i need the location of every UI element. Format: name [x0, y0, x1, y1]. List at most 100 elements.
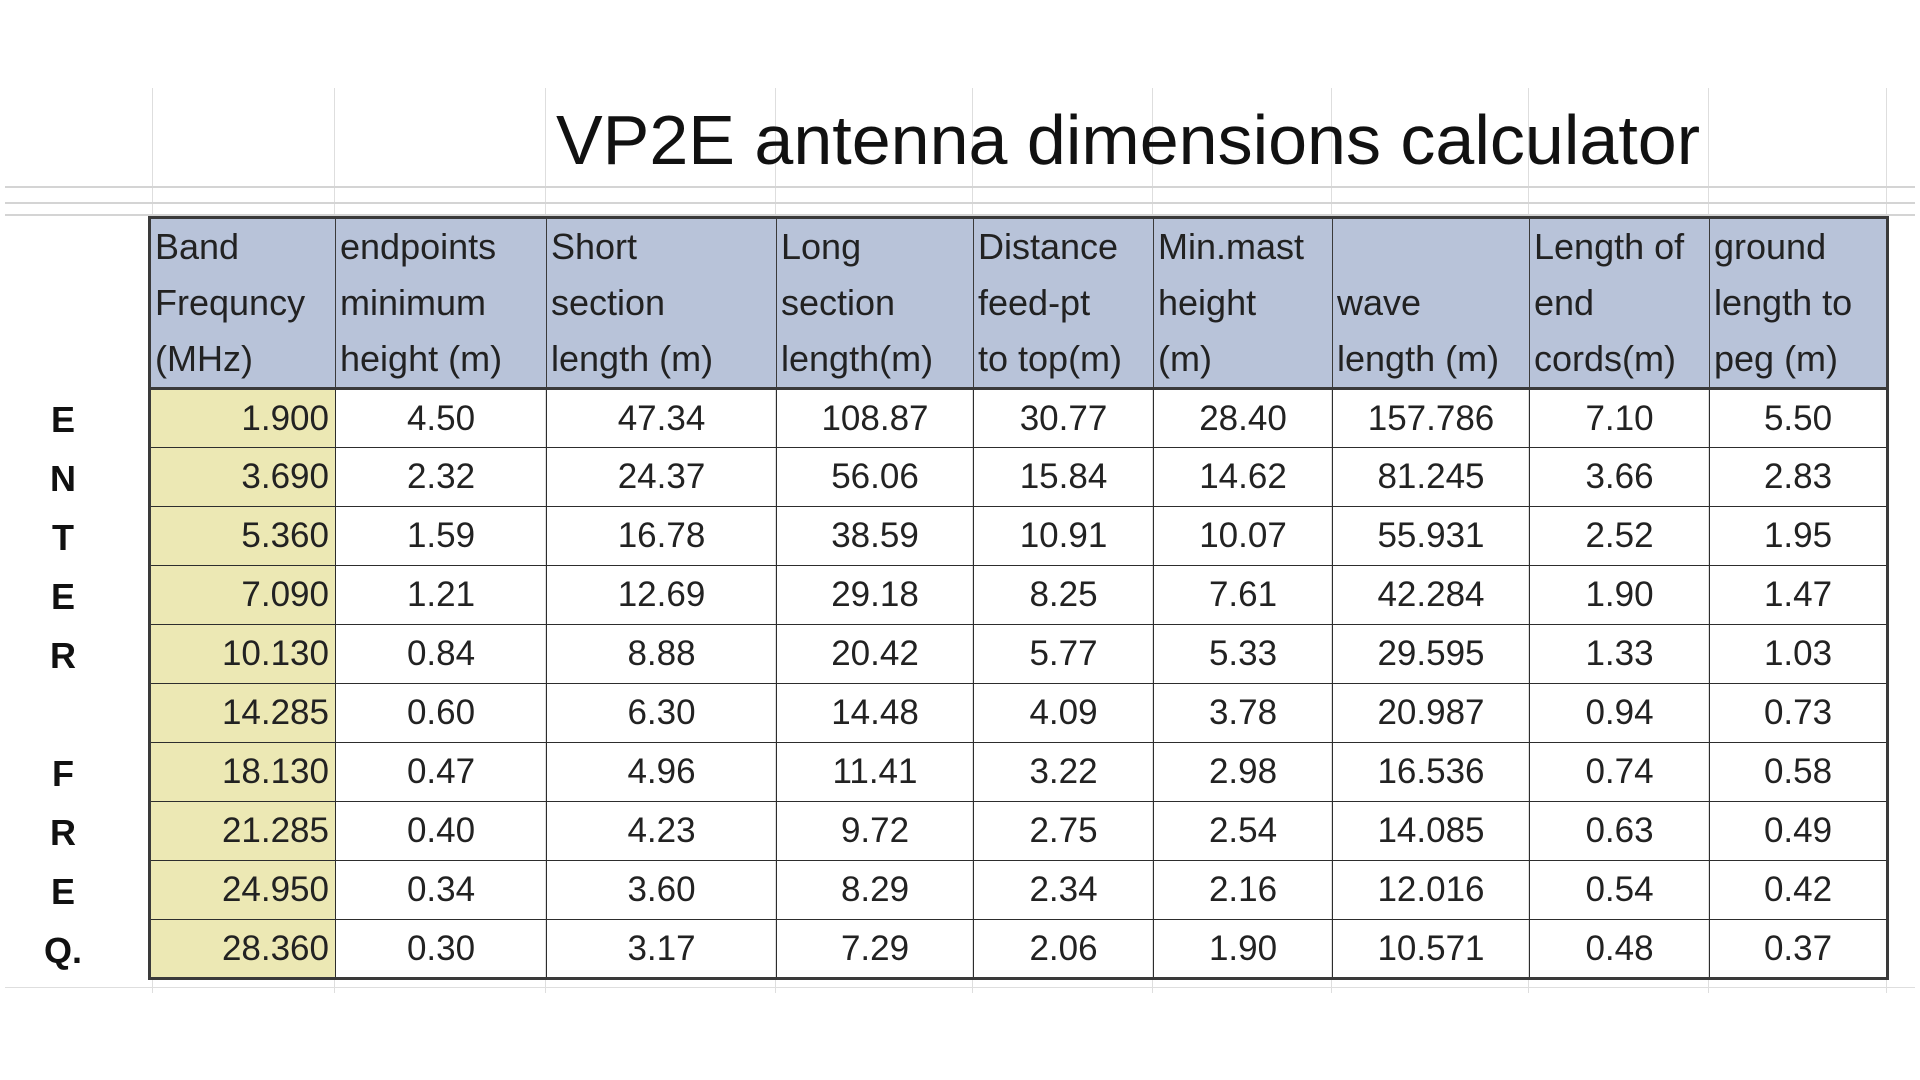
frequency-input-cell[interactable]: 18.130	[149, 742, 336, 802]
column-header: Short section length (m)	[546, 217, 777, 390]
table-cell: 14.62	[1153, 447, 1333, 507]
table-cell: 1.90	[1153, 919, 1333, 979]
table-cell: 3.66	[1529, 447, 1710, 507]
table-cell: 1.03	[1709, 624, 1888, 684]
table-cell: 16.78	[546, 506, 777, 566]
sheet-title: VP2E antenna dimensions calculator	[555, 101, 1701, 179]
table-cell: 24.37	[546, 447, 777, 507]
table-cell: 38.59	[776, 506, 974, 566]
table-cell: 30.77	[973, 388, 1154, 448]
frequency-input-cell[interactable]: 10.130	[149, 624, 336, 684]
table-cell: 1.90	[1529, 565, 1710, 625]
table-cell: 16.536	[1332, 742, 1530, 802]
row-label: E	[50, 576, 75, 617]
table-row: 28.360 0.30 3.17 7.29 2.06 1.90 10.571 0.48 0.37	[149, 919, 1888, 979]
table-cell: 0.63	[1529, 801, 1710, 861]
frequency-input-cell[interactable]: 7.090	[149, 565, 336, 625]
table-cell: 55.931	[1332, 506, 1530, 566]
table-cell: 10.571	[1332, 919, 1530, 979]
row-label: R	[50, 812, 76, 853]
table-cell: 5.33	[1153, 624, 1333, 684]
table-row: 21.285 0.40 4.23 9.72 2.75 2.54 14.085 0.63 0.49	[149, 801, 1888, 861]
table-cell: 2.52	[1529, 506, 1710, 566]
table-cell: 2.34	[973, 860, 1154, 920]
table-cell: 0.37	[1763, 928, 1833, 968]
table-cell: 2.16	[1153, 860, 1333, 920]
table-cell: 20.987	[1332, 683, 1530, 743]
table-cell: 4.09	[973, 683, 1154, 743]
table-cell: 2.54	[1153, 801, 1333, 861]
table-cell: 9.72	[776, 801, 974, 861]
table-cell: 10.07	[1153, 506, 1333, 566]
table-cell: 2.32	[335, 447, 547, 507]
table-cell: 42.284	[1332, 565, 1530, 625]
table-cell: 0.30	[335, 919, 547, 979]
table-row: 24.950 0.34 3.60 8.29 2.34 2.16 12.016 0.54 0.42	[149, 860, 1888, 920]
row-label: Q.	[43, 930, 82, 971]
frequency-input-cell[interactable]: 14.285	[149, 683, 336, 743]
row-label: N	[50, 458, 76, 499]
frequency-input-cell[interactable]: 24.950	[149, 860, 336, 920]
table-cell: 14.085	[1332, 801, 1530, 861]
table-cell: 8.88	[546, 624, 777, 684]
frequency-input-cell[interactable]: 21.285	[149, 801, 336, 861]
column-header: Distance feed-pt to top(m)	[973, 217, 1154, 390]
row-label: R	[50, 635, 76, 676]
gridline	[5, 214, 1915, 216]
frequency-input-cell[interactable]: 3.690	[149, 447, 336, 507]
table-cell: 15.84	[973, 447, 1154, 507]
column-header: Length of end cords(m)	[1529, 217, 1710, 390]
table-cell: 3.60	[546, 860, 777, 920]
table-cell: 1.21	[335, 565, 547, 625]
table-cell: 2.83	[1709, 447, 1888, 507]
table-cell: 5.77	[973, 624, 1154, 684]
table-cell: 6.30	[546, 683, 777, 743]
table-cell: 11.41	[776, 742, 974, 802]
table-cell: 157.786	[1332, 388, 1530, 448]
column-header: Band Frequncy (MHz)	[149, 217, 336, 390]
table-cell: 12.016	[1332, 860, 1530, 920]
table-cell: 0.49	[1709, 801, 1888, 861]
table-cell: 3.17	[546, 919, 777, 979]
table-cell: 20.42	[776, 624, 974, 684]
table-cell: 8.25	[973, 565, 1154, 625]
table-cell: 1.59	[335, 506, 547, 566]
table-cell: 7.61	[1153, 565, 1333, 625]
table-row: 1.900 4.50 47.34 108.87 30.77 28.40 157.786 7.1…	[149, 388, 1888, 448]
column-header: wave length (m)	[1332, 217, 1530, 390]
table-cell: 56.06	[776, 447, 974, 507]
table-cell: 0.48	[1529, 919, 1710, 979]
gridline	[5, 987, 1915, 988]
table-cell: 0.73	[1709, 683, 1888, 743]
table-cell: 1.33	[1529, 624, 1710, 684]
table-cell: 29.18	[776, 565, 974, 625]
table-cell: 3.22	[973, 742, 1154, 802]
gridline	[5, 202, 1915, 204]
table-cell: 0.94	[1529, 683, 1710, 743]
table-row: 10.130 0.84 8.88 20.42 5.77 5.33 29.595 1.33 1.0…	[149, 624, 1888, 684]
table-cell: 14.48	[776, 683, 974, 743]
table-cell: 81.245	[1332, 447, 1530, 507]
table-cell: 8.29	[776, 860, 974, 920]
table-row: 5.360 1.59 16.78 38.59 10.91 10.07 55.931 2.52 1…	[149, 506, 1888, 566]
table-cell: 5.50	[1709, 388, 1888, 448]
row-label	[30, 685, 96, 744]
table-cell: 7.10	[1529, 388, 1710, 448]
table-cell: 2.06	[973, 919, 1154, 979]
row-label: E	[50, 399, 75, 440]
row-label: E	[50, 871, 75, 912]
table-cell: 0.84	[335, 624, 547, 684]
table-cell: 4.23	[546, 801, 777, 861]
frequency-input-cell[interactable]: 5.360	[149, 506, 336, 566]
table-cell: 7.29	[776, 919, 974, 979]
table-cell: 0.34	[335, 860, 547, 920]
table-cell: 4.50	[335, 388, 547, 448]
table-cell: 0.40	[335, 801, 547, 861]
table-cell: 3.78	[1153, 683, 1333, 743]
table-cell: 10.91	[973, 506, 1154, 566]
row-label: T	[52, 517, 74, 558]
frequency-input-cell[interactable]: 1.900	[149, 388, 336, 448]
frequency-input-cell[interactable]: 28.360	[149, 919, 336, 979]
row-label: F	[52, 753, 74, 794]
table-row: 18.130 0.47 4.96 11.41 3.22 2.98 16.536 0.74 0.5…	[149, 742, 1888, 802]
